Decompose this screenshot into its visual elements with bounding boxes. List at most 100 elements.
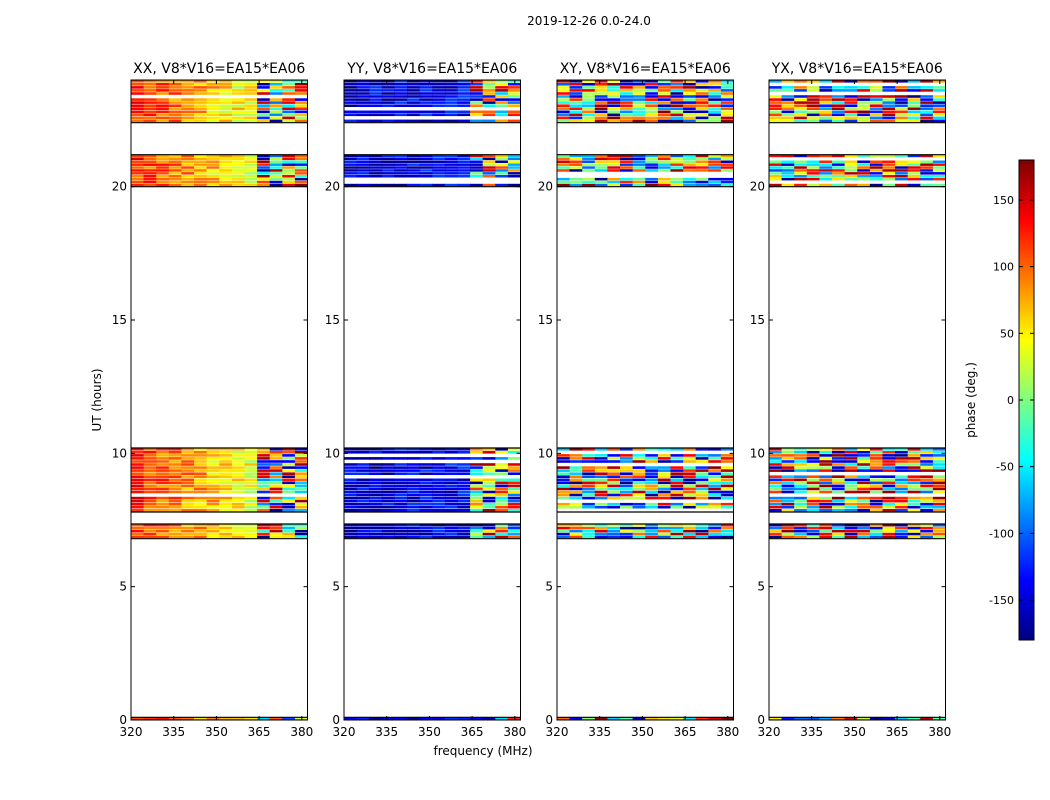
phase-cell: [657, 524, 672, 527]
phase-cell: [231, 496, 246, 500]
phase-cell: [645, 89, 659, 92]
phase-cell: [695, 166, 709, 169]
phase-cell: [257, 83, 271, 86]
phase-cell: [657, 98, 672, 101]
phase-cell: [569, 116, 583, 120]
phase-cell: [645, 163, 659, 166]
phase-cell: [344, 502, 358, 506]
panel-image: [557, 80, 733, 720]
phase-cell: [269, 496, 283, 500]
phase-cell: [806, 469, 820, 472]
phase-cell: [857, 154, 871, 158]
phase-cell: [470, 535, 484, 539]
phase-cell: [194, 107, 208, 110]
phase-cell: [131, 490, 145, 494]
phase-cell: [657, 154, 672, 158]
phase-cell: [569, 717, 583, 720]
phase-cell: [607, 166, 621, 169]
y-tick-label: 10: [538, 446, 553, 460]
phase-cell: [632, 89, 646, 92]
phase-cell: [194, 717, 208, 720]
phase-cell: [381, 113, 395, 117]
phase-cell: [369, 472, 383, 475]
phase-cell: [156, 166, 170, 169]
phase-cell: [844, 509, 858, 512]
phase-cell: [143, 475, 157, 478]
phase-cell: [269, 183, 283, 187]
phase-cell: [620, 104, 634, 107]
y-tick-label: 20: [325, 180, 340, 194]
phase-cell: [632, 493, 646, 497]
phase-cell: [131, 183, 145, 187]
phase-cell: [781, 110, 795, 114]
phase-cell: [356, 98, 370, 101]
phase-cell: [507, 110, 520, 114]
phase-cell: [895, 169, 909, 172]
phase-cell: [444, 80, 459, 83]
phase-cell: [819, 166, 833, 169]
phase-cell: [495, 113, 509, 117]
phase-cell: [769, 490, 783, 494]
phase-cell: [156, 463, 170, 466]
phase-cell: [381, 154, 395, 158]
phase-cell: [131, 526, 145, 530]
phase-cell: [819, 154, 833, 158]
phase-cell: [907, 154, 921, 158]
phase-cell: [582, 490, 596, 494]
phase-cell: [457, 717, 471, 720]
phase-cell: [470, 175, 484, 178]
phase-cell: [632, 535, 646, 539]
phase-cell: [282, 92, 296, 95]
phase-cell: [832, 166, 846, 169]
phase-cell: [244, 101, 258, 104]
phase-cell: [194, 119, 208, 123]
phase-cell: [194, 166, 208, 169]
phase-cell: [257, 110, 271, 114]
phase-cell: [594, 478, 608, 482]
phase-cell: [244, 524, 258, 527]
phase-cell: [844, 469, 858, 472]
phase-cell: [344, 496, 358, 500]
phase-cell: [444, 160, 459, 163]
phase-cell: [844, 95, 858, 98]
phase-cell: [369, 175, 383, 178]
phase-cell: [582, 526, 596, 530]
phase-cell: [844, 163, 858, 166]
colorbar-tick-label: 0: [1007, 394, 1014, 407]
phase-cell: [294, 466, 308, 469]
phase-cell: [670, 104, 684, 107]
phase-cell: [794, 466, 808, 469]
phase-cell: [708, 526, 722, 530]
phase-cell: [620, 496, 634, 500]
phase-cell: [569, 454, 583, 457]
phase-cell: [657, 469, 672, 472]
phase-cell: [769, 154, 783, 158]
phase-cell: [819, 175, 833, 178]
phase-cell: [156, 529, 170, 533]
phase-cell: [683, 157, 697, 161]
phase-cell: [206, 116, 220, 120]
x-tick-label: 320: [546, 725, 569, 739]
phase-cell: [181, 80, 195, 83]
phase-cell: [645, 466, 659, 469]
phase-cell: [594, 110, 608, 114]
phase-cell: [482, 505, 496, 509]
phase-cell: [632, 180, 646, 184]
phase-cell: [356, 457, 370, 460]
phase-cell: [419, 490, 433, 494]
phase-cell: [407, 101, 421, 104]
phase-cell: [257, 154, 271, 158]
phase-cell: [294, 113, 308, 117]
phase-cell: [683, 496, 697, 500]
phase-cell: [356, 101, 370, 104]
phase-cell: [407, 98, 421, 101]
phase-cell: [882, 529, 896, 533]
phase-cell: [869, 526, 884, 530]
phase-cell: [794, 451, 808, 454]
phase-cell: [932, 80, 945, 83]
phase-cell: [670, 448, 684, 451]
phase-cell: [620, 472, 634, 475]
phase-cell: [432, 92, 446, 95]
phase-cell: [244, 163, 258, 166]
phase-cell: [844, 466, 858, 469]
